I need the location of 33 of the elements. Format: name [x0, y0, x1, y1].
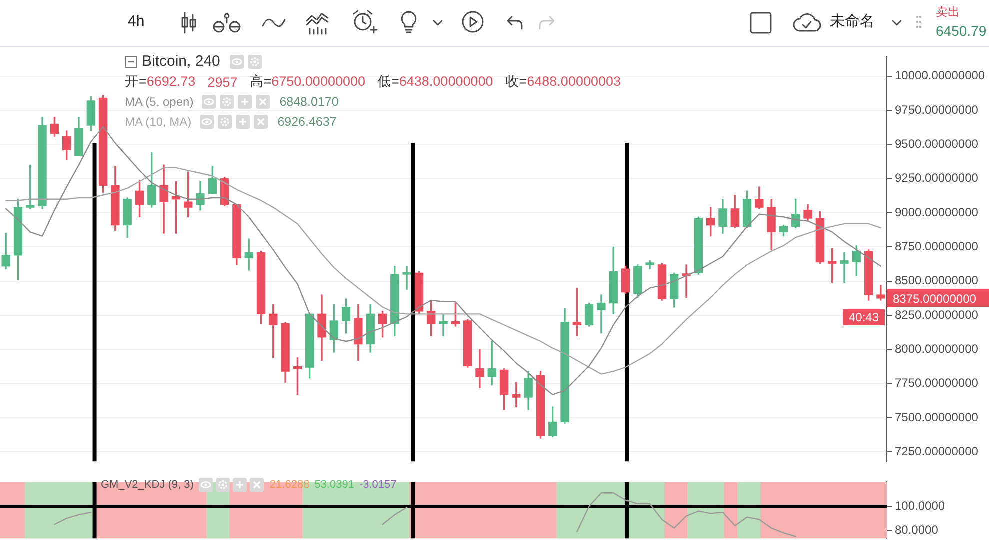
y-tick-label: 80.0000	[895, 522, 939, 537]
text: 6450.79	[936, 23, 987, 39]
text: 未命名	[830, 13, 875, 30]
y-tick-label: 7500.00000000	[895, 410, 979, 424]
chart-title: GM_V2_KDJ (9, 3)	[101, 478, 194, 492]
y-tick-label: 7250.00000000	[895, 444, 979, 459]
annotation: 收=6488.00000003	[505, 74, 621, 89]
annotation: 高=6750.00000000	[250, 74, 366, 89]
annotation: 40:43	[848, 310, 880, 324]
y-tick-label: 9750.00000000	[895, 102, 979, 117]
chart-title: Bitcoin, 240	[142, 53, 220, 70]
annotation: -3.0157	[359, 478, 397, 492]
text: 卖出	[936, 5, 960, 19]
y-tick-label: 9500.00000000	[895, 136, 979, 151]
y-tick-label: 8750.00000000	[895, 240, 979, 254]
text: 4h	[128, 13, 145, 30]
annotation: 低=6438.00000000	[378, 74, 494, 89]
annotation: 6848.0170	[280, 95, 339, 109]
y-tick-label: 10000.00000000	[895, 68, 986, 83]
y-tick-label: 9000.00000000	[895, 205, 979, 220]
y-tick-label: 9250.00000000	[895, 171, 979, 186]
y-tick-label: 8500.00000000	[895, 274, 979, 288]
y-tick-label: 8250.00000000	[895, 308, 979, 322]
text: 8375.00000000	[893, 292, 977, 306]
annotation: 53.0391	[314, 478, 354, 492]
annotation: 开=6692.73	[125, 74, 196, 89]
text: MA (5, open)	[125, 95, 194, 109]
y-tick-label: 8000.00000000	[895, 342, 979, 356]
y-tick-label: 100.0000	[895, 498, 946, 513]
y-tick-label: 7750.00000000	[895, 376, 979, 390]
text: MA (10, MA)	[125, 115, 192, 129]
annotation: 2957	[208, 74, 238, 90]
annotation: 6926.4637	[278, 115, 337, 129]
